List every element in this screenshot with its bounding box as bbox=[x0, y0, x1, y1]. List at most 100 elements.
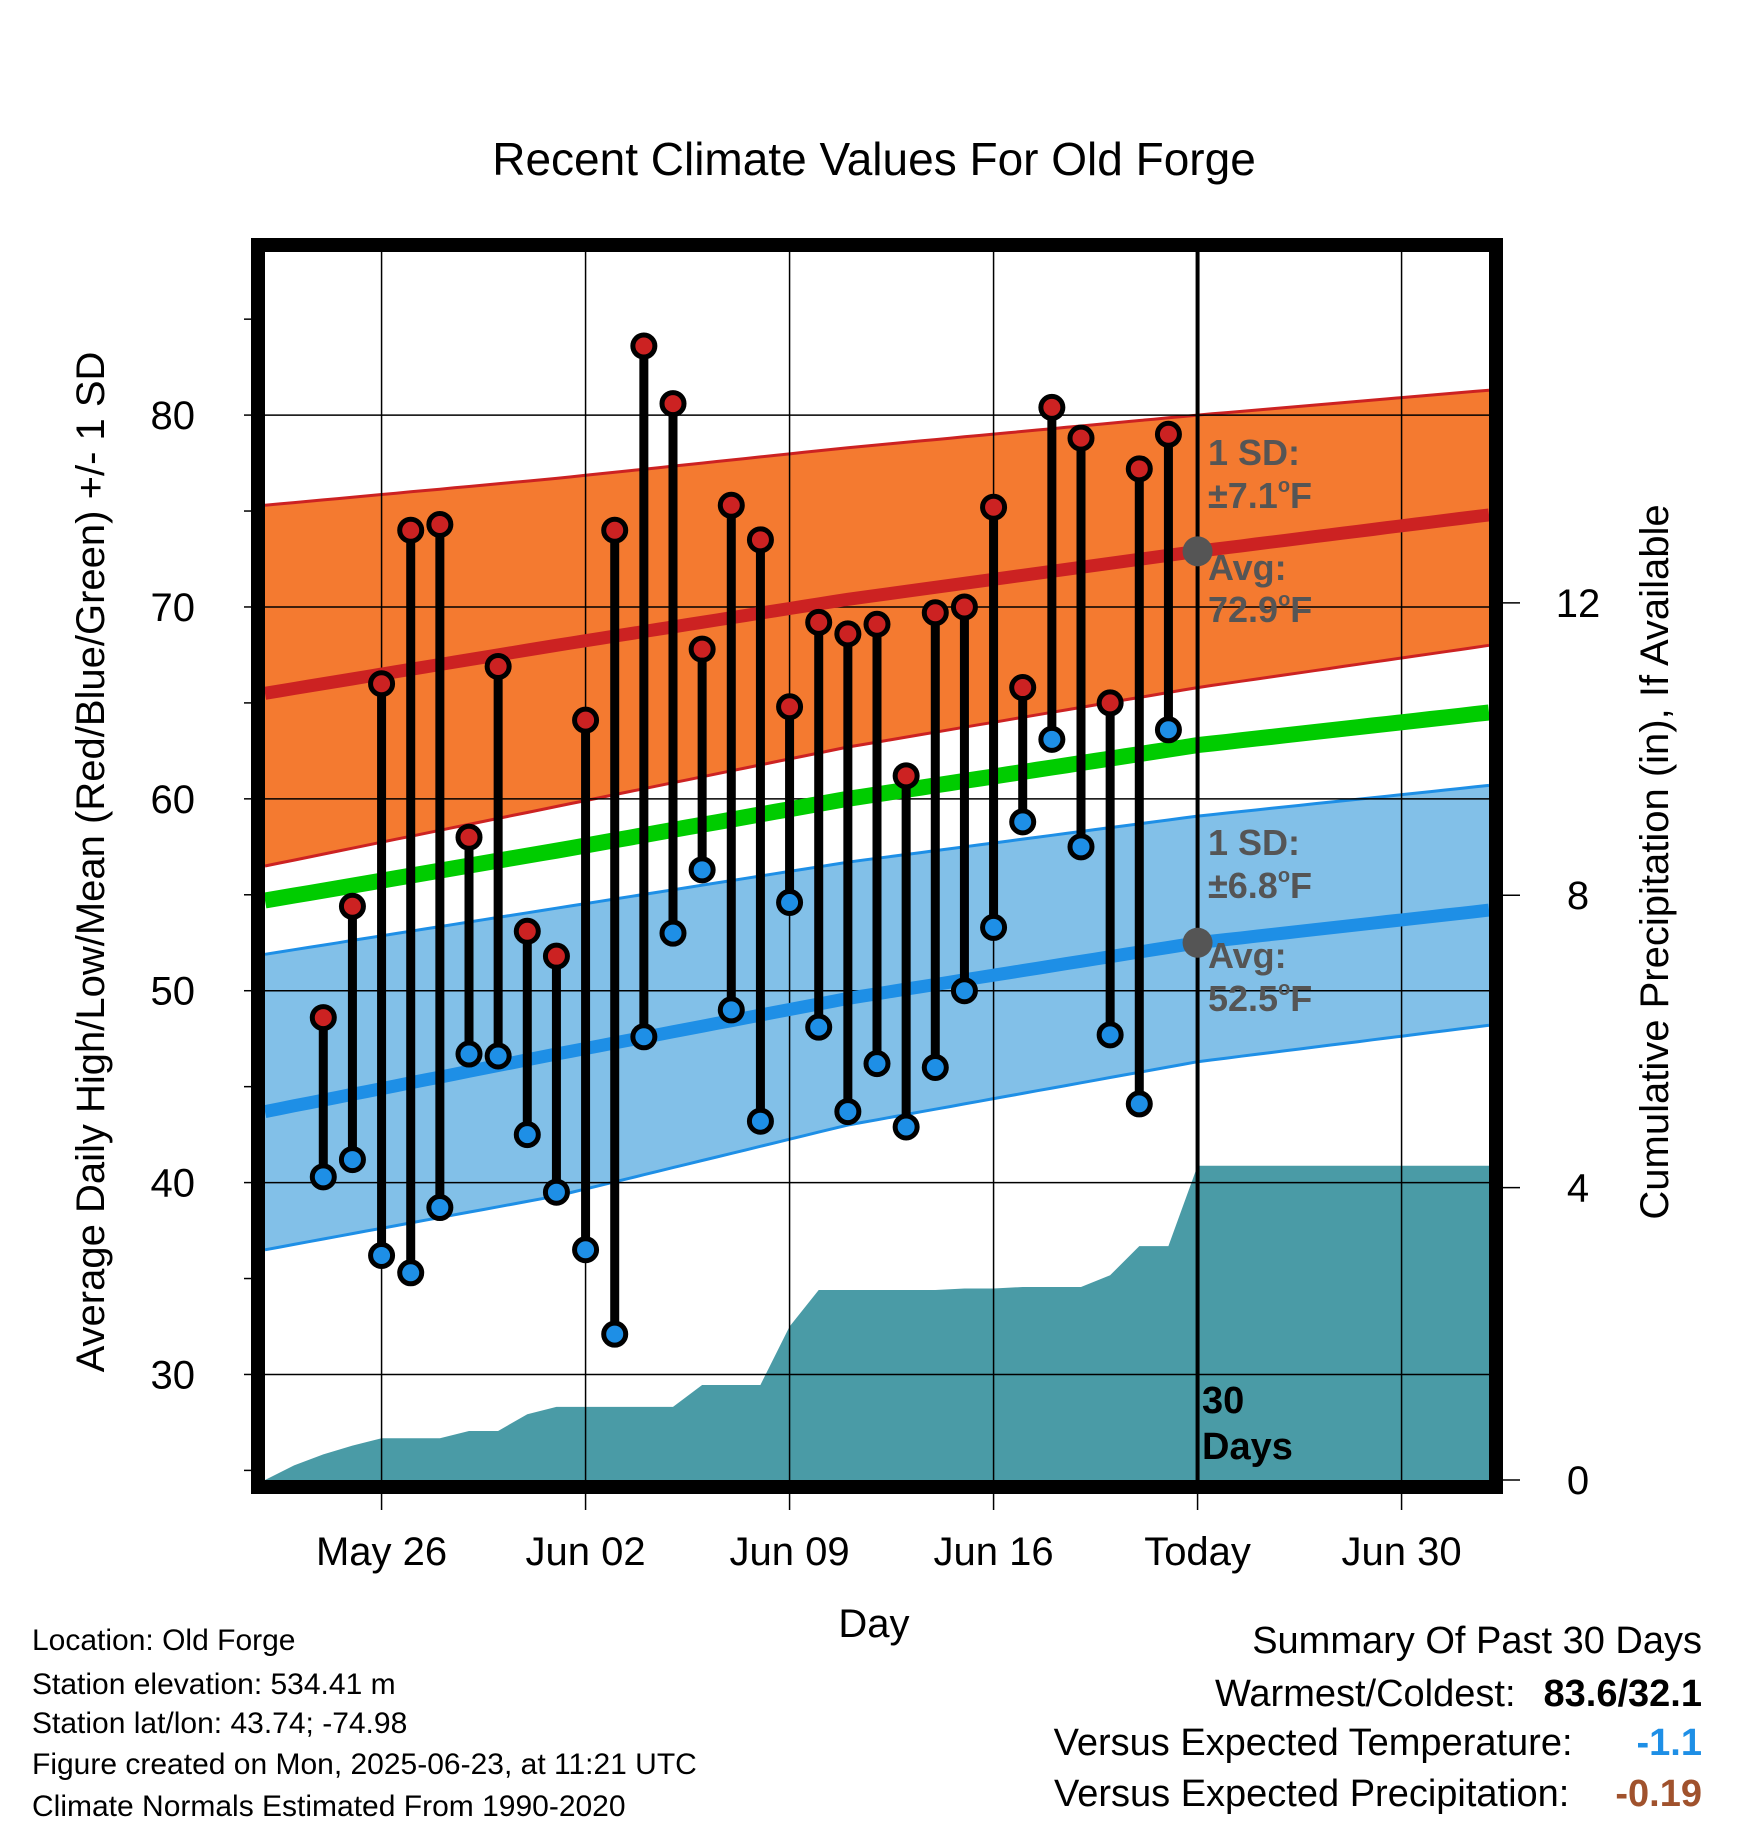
x-tick-label: May 26 bbox=[316, 1530, 447, 1574]
low-point bbox=[309, 1163, 337, 1191]
high-point bbox=[1154, 420, 1182, 448]
y2-tick-label: 12 bbox=[1556, 582, 1601, 626]
high-point bbox=[484, 652, 512, 680]
precipitation-area bbox=[265, 1165, 1489, 1480]
high-point bbox=[1009, 674, 1037, 702]
y-axis-label: Average Daily High/Low/Mean (Red/Blue/Gr… bbox=[69, 352, 113, 1373]
low-point bbox=[1154, 716, 1182, 744]
precip-label: Versus Expected Precipitation: bbox=[1053, 1773, 1570, 1815]
plot-area bbox=[263, 252, 1490, 1480]
low-point bbox=[601, 1320, 629, 1348]
high-point bbox=[980, 493, 1008, 521]
high-avg-value: 72.9oF bbox=[1208, 589, 1312, 630]
high-point bbox=[688, 635, 716, 663]
info-normals: Climate Normals Estimated From 1990-2020 bbox=[32, 1790, 626, 1823]
low-point bbox=[980, 913, 1008, 941]
period-label-unit: Days bbox=[1202, 1426, 1293, 1468]
low-point bbox=[455, 1040, 483, 1068]
y-tick-label: 30 bbox=[151, 1353, 196, 1397]
low-sd-value: ±6.8oF bbox=[1208, 865, 1312, 906]
warm-cold-value: 83.6/32.1 bbox=[1543, 1673, 1702, 1715]
high-point bbox=[455, 823, 483, 851]
y2-axis-ticks: 0 4 8 12 bbox=[1503, 582, 1600, 1503]
high-point bbox=[309, 1004, 337, 1032]
low-point bbox=[950, 977, 978, 1005]
daily-range-bars bbox=[318, 346, 1173, 1335]
info-created: Figure created on Mon, 2025-06-23, at 11… bbox=[32, 1748, 697, 1781]
low-point bbox=[572, 1236, 600, 1264]
info-latlon: Station lat/lon: 43.74; -74.98 bbox=[32, 1707, 408, 1740]
high-avg-marker bbox=[1182, 536, 1213, 567]
normal-high-line bbox=[263, 508, 1490, 700]
summary-precip: Versus Expected Precipitation: -0.19 bbox=[1054, 1773, 1702, 1816]
low-point bbox=[630, 1023, 658, 1051]
low-point bbox=[484, 1042, 512, 1070]
low-avg-value: 52.5oF bbox=[1208, 978, 1312, 1019]
period-label-number: 30 bbox=[1202, 1380, 1244, 1422]
low-point bbox=[746, 1107, 774, 1135]
today-marker bbox=[1182, 252, 1213, 1480]
low-avg-marker bbox=[1182, 927, 1213, 958]
x-axis-label: Day bbox=[838, 1602, 909, 1646]
high-point bbox=[542, 942, 570, 970]
low-point bbox=[688, 856, 716, 884]
high-point bbox=[426, 510, 454, 538]
high-point bbox=[1067, 424, 1095, 452]
low-point bbox=[776, 888, 804, 916]
low-point bbox=[1067, 833, 1095, 861]
low-point bbox=[717, 996, 745, 1024]
info-location: Location: Old Forge bbox=[32, 1624, 296, 1657]
y-tick-label: 80 bbox=[151, 394, 196, 438]
x-tick-label: Jun 30 bbox=[1342, 1530, 1462, 1574]
high-point bbox=[1125, 455, 1153, 483]
low-point bbox=[659, 919, 687, 947]
high-point bbox=[630, 332, 658, 360]
low-avg-title: Avg: bbox=[1208, 935, 1287, 976]
high-sd-value: ±7.1oF bbox=[1208, 475, 1312, 516]
y2-tick-label: 4 bbox=[1567, 1167, 1589, 1211]
x-tick-label: Jun 02 bbox=[526, 1530, 646, 1574]
high-point bbox=[659, 390, 687, 418]
low-point bbox=[368, 1242, 396, 1270]
high-point bbox=[513, 917, 541, 945]
low-point bbox=[921, 1053, 949, 1081]
low-point bbox=[426, 1194, 454, 1222]
high-point bbox=[572, 706, 600, 734]
high-point bbox=[805, 608, 833, 636]
y2-tick-label: 0 bbox=[1567, 1459, 1589, 1503]
low-point bbox=[338, 1146, 366, 1174]
temp-value: -1.1 bbox=[1636, 1722, 1702, 1764]
high-point bbox=[1096, 689, 1124, 717]
high-point bbox=[863, 610, 891, 638]
high-sd-title: 1 SD: bbox=[1208, 432, 1300, 473]
low-point bbox=[1038, 725, 1066, 753]
high-point bbox=[950, 593, 978, 621]
low-point bbox=[1096, 1021, 1124, 1049]
high-point bbox=[717, 491, 745, 519]
high-point bbox=[368, 670, 396, 698]
low-point bbox=[1009, 808, 1037, 836]
low-point bbox=[397, 1259, 425, 1287]
x-axis-ticks: May 26 Jun 02 Jun 09 Jun 16 Today Jun 30 bbox=[316, 1494, 1462, 1574]
daily-points bbox=[309, 332, 1182, 1348]
period-label: 30 Days bbox=[1202, 1380, 1293, 1468]
high-point bbox=[776, 693, 804, 721]
high-annotations: 1 SD: ±7.1oF Avg: 72.9oF 1 SD: ±6.8oF Av… bbox=[1208, 432, 1312, 1019]
chart-title: Recent Climate Values For Old Forge bbox=[492, 133, 1256, 185]
x-tick-label: Today bbox=[1144, 1530, 1251, 1574]
high-point bbox=[921, 599, 949, 627]
summary-temp: Versus Expected Temperature: -1.1 bbox=[1054, 1722, 1702, 1765]
plot-frame bbox=[251, 238, 1503, 1494]
low-point bbox=[542, 1178, 570, 1206]
high-point bbox=[834, 620, 862, 648]
low-point bbox=[513, 1121, 541, 1149]
y2-axis-label: Cumulative Precipitation (in), If Availa… bbox=[1633, 504, 1677, 1219]
high-point bbox=[746, 526, 774, 554]
low-point bbox=[805, 1013, 833, 1041]
precip-value: -0.19 bbox=[1615, 1773, 1702, 1815]
high-point bbox=[397, 516, 425, 544]
summary-warm-cold: Warmest/Coldest: 83.6/32.1 bbox=[1215, 1673, 1702, 1716]
low-point bbox=[892, 1113, 920, 1141]
low-point bbox=[863, 1050, 891, 1078]
